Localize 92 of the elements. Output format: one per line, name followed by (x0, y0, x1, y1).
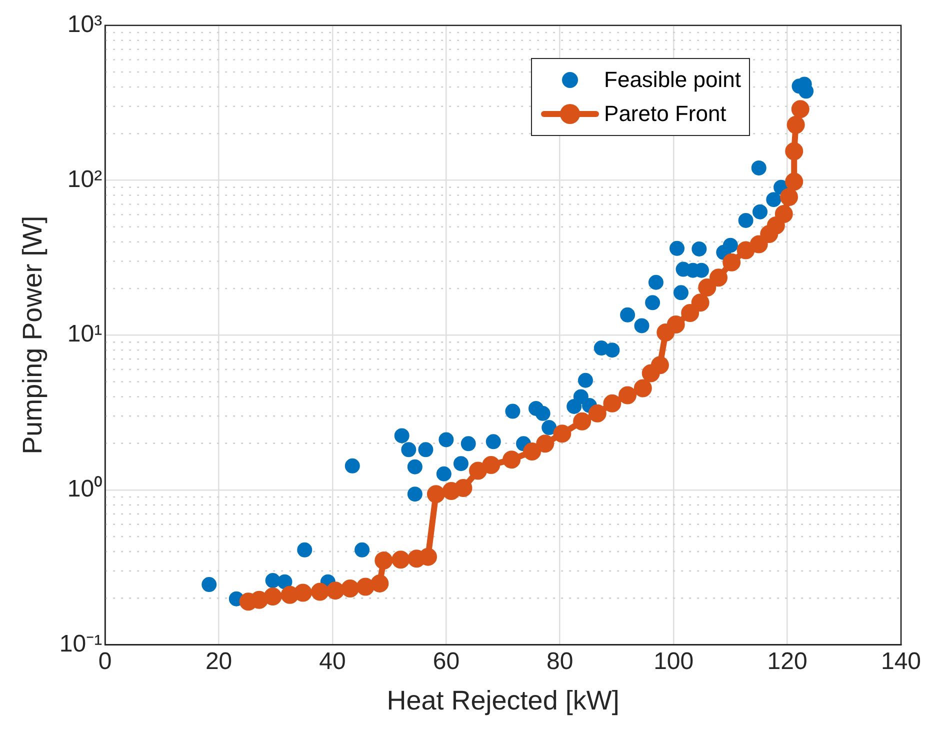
point (202, 577, 217, 592)
legend-label: Pareto Front (604, 101, 726, 127)
point (280, 586, 299, 604)
point (785, 172, 804, 191)
point (578, 372, 593, 388)
point (670, 240, 685, 256)
point (469, 462, 488, 480)
point (354, 542, 370, 558)
point (791, 100, 810, 118)
point (573, 412, 592, 430)
point (460, 436, 476, 452)
point (645, 295, 660, 310)
point (604, 342, 620, 358)
point (573, 389, 588, 404)
point (553, 424, 572, 443)
point (722, 238, 738, 253)
point (344, 458, 360, 474)
point (523, 442, 542, 461)
point (264, 588, 282, 606)
x-tick-label: 80 (546, 648, 574, 675)
x-axis-title: Heat Rejected [kW] (386, 685, 620, 716)
y-axis-title: Pumping Power [W] (18, 216, 48, 454)
point (780, 188, 798, 206)
x-tick-label: 120 (767, 648, 808, 675)
point (356, 578, 374, 596)
point (666, 316, 685, 334)
point (650, 356, 669, 374)
point (766, 216, 785, 235)
point (392, 550, 410, 569)
x-tick-label: 20 (205, 648, 232, 675)
point (691, 294, 710, 312)
point (542, 420, 557, 436)
y-tick-label: 10² (67, 166, 102, 193)
point (407, 459, 422, 474)
y-tick-label: 10³ (67, 11, 102, 38)
point (618, 386, 637, 404)
point (710, 268, 728, 287)
point (766, 192, 782, 208)
point (482, 456, 500, 474)
point (620, 307, 636, 322)
point (326, 582, 344, 600)
point (505, 404, 520, 419)
point (419, 548, 437, 566)
point (341, 579, 360, 598)
point (634, 318, 650, 334)
point (374, 552, 393, 570)
legend-label: Feasible point (604, 67, 741, 93)
x-tick-label: 40 (319, 648, 346, 675)
point (277, 574, 292, 590)
point (634, 379, 652, 398)
point (370, 574, 389, 592)
point (750, 235, 768, 254)
x-tick-label: 100 (654, 648, 694, 675)
point (656, 323, 675, 342)
point (786, 116, 805, 134)
point (566, 398, 582, 414)
point (486, 434, 501, 450)
point (442, 482, 460, 500)
y-tick-label: 10¹ (67, 320, 102, 348)
x-tick-label: 140 (880, 648, 922, 675)
point (436, 466, 452, 482)
point (297, 542, 312, 558)
point (502, 450, 521, 469)
x-tick-label: 0 (98, 648, 112, 675)
point (535, 406, 550, 421)
point (454, 478, 472, 497)
point (722, 253, 741, 272)
point (294, 584, 312, 602)
point (394, 428, 410, 444)
point (681, 304, 700, 322)
point (536, 434, 554, 453)
point (407, 486, 422, 502)
point (774, 205, 793, 224)
point (752, 204, 768, 220)
point (418, 442, 434, 458)
point (738, 212, 754, 228)
point (588, 404, 606, 422)
point (438, 432, 454, 448)
point (426, 485, 445, 504)
x-tick-label: 60 (432, 648, 460, 675)
point (698, 278, 716, 296)
point (401, 442, 416, 458)
point (736, 241, 755, 260)
point (648, 274, 664, 290)
point (785, 142, 804, 160)
y-tick-label: 10⁰ (67, 476, 102, 503)
point (453, 456, 468, 472)
point (310, 582, 329, 601)
point (603, 394, 622, 412)
point (751, 160, 766, 176)
point (673, 285, 688, 300)
point (692, 241, 707, 256)
